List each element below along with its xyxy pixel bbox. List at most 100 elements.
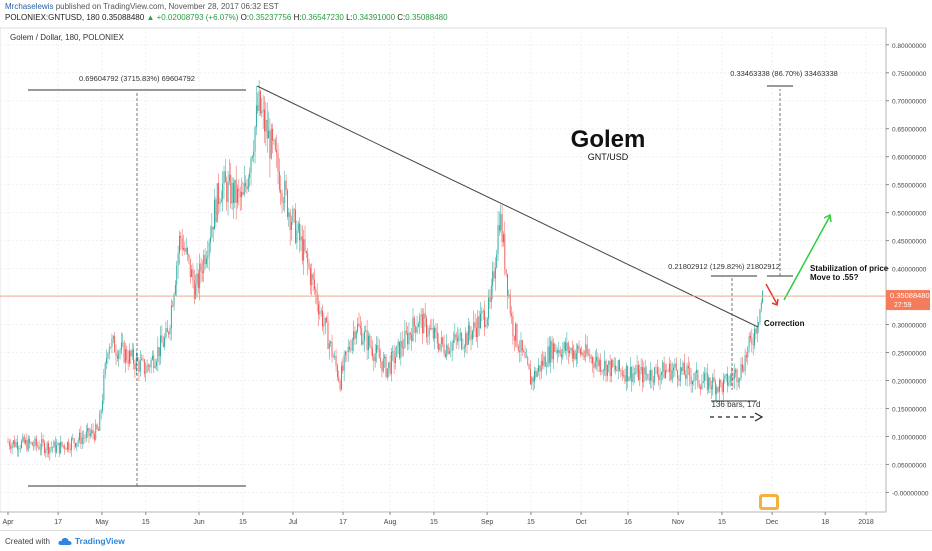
- candle-body: [301, 236, 303, 261]
- candle-body: [701, 383, 703, 390]
- y-tick-label: 0.45000000: [892, 239, 927, 246]
- price-chart[interactable]: -0.00000000 0.05000000 0.10000000 0.1500000…: [0, 24, 932, 530]
- candle-body: [79, 432, 80, 441]
- candle-body: [702, 380, 704, 384]
- candle-body: [736, 369, 738, 383]
- candle-body: [300, 236, 302, 241]
- low-value: 0.34391000: [352, 13, 396, 22]
- candle-body: [297, 223, 299, 231]
- x-tick-label: Sep: [481, 519, 494, 526]
- candle-body: [382, 358, 384, 372]
- candle-body: [21, 441, 22, 448]
- candle-body: [613, 365, 615, 367]
- candle-body: [305, 250, 307, 254]
- candle-body: [440, 337, 442, 344]
- x-tick-label: Nov: [672, 519, 685, 526]
- candle-body: [547, 346, 549, 367]
- created-with-text: Created with: [5, 536, 50, 546]
- candle-body: [187, 248, 188, 255]
- candle-body: [579, 348, 581, 355]
- candle-body: [539, 365, 541, 372]
- candle-body: [84, 437, 86, 439]
- candle-body: [606, 364, 608, 376]
- candle-body: [156, 361, 157, 366]
- event-marker-icon[interactable]: [759, 494, 779, 510]
- candle-body: [528, 364, 530, 370]
- candle-body: [222, 183, 224, 200]
- candle-body: [71, 438, 72, 450]
- candle-body: [492, 271, 494, 286]
- high-label: H:: [293, 13, 302, 22]
- candle-body: [498, 225, 500, 231]
- candle-body: [25, 440, 26, 444]
- candle-body: [600, 360, 602, 372]
- candle-body: [616, 370, 618, 372]
- candle-body: [143, 359, 145, 374]
- candle-body: [438, 343, 440, 351]
- y-tick-label: 0.75000000: [892, 71, 927, 78]
- candle-body: [687, 365, 689, 368]
- candle-body: [739, 377, 741, 381]
- candle-body: [260, 91, 261, 114]
- candle-body: [694, 372, 696, 381]
- x-axis[interactable]: Apr 17 May 15 Jun 15 Jul 17 Aug 15 Sep 15 Oct 16 Nov 15…: [0, 511, 886, 526]
- candle-body: [636, 364, 638, 374]
- candle-body: [673, 367, 674, 371]
- candle-body: [345, 351, 346, 356]
- candle-body: [372, 348, 373, 357]
- candle-body: [620, 369, 622, 372]
- candle-body: [242, 191, 244, 195]
- candle-body: [449, 351, 450, 354]
- candle-body: [361, 328, 363, 345]
- candle-body: [158, 347, 160, 357]
- trend-line[interactable]: [256, 85, 759, 328]
- bars-range-label: 136 bars, 17d: [712, 400, 761, 409]
- candle-body: [400, 340, 402, 358]
- candle-body: [480, 313, 481, 329]
- candle-body: [621, 371, 623, 376]
- plot-area: [0, 27, 887, 513]
- candle-body: [704, 373, 706, 381]
- candle-body: [679, 367, 681, 381]
- candle-body: [42, 439, 44, 443]
- candle-body: [536, 371, 538, 377]
- candle-body: [728, 382, 730, 386]
- candle-body: [54, 441, 56, 453]
- candle-body: [201, 271, 203, 273]
- candle-body: [335, 356, 337, 366]
- candle-body: [247, 177, 249, 190]
- candle-body: [312, 274, 314, 280]
- candle-body: [149, 366, 151, 368]
- candle-body: [296, 230, 298, 243]
- candle-body: [758, 322, 760, 327]
- candle-body: [309, 268, 311, 286]
- author-link[interactable]: Mrchaselewis: [5, 2, 54, 11]
- candle-body: [197, 273, 199, 289]
- y-axis[interactable]: -0.00000000 0.05000000 0.10000000 0.1500000…: [885, 28, 929, 512]
- candle-body: [38, 446, 40, 450]
- y-tick-label: 0.30000000: [892, 323, 927, 330]
- candle-body: [611, 360, 612, 376]
- candle-body: [542, 360, 544, 366]
- candle-body: [315, 289, 317, 293]
- candle-body: [122, 342, 124, 343]
- candle-body: [160, 335, 161, 357]
- candle-body: [380, 358, 382, 362]
- candle-body: [586, 344, 588, 354]
- candle-body: [365, 330, 367, 332]
- candle-body: [597, 356, 599, 367]
- candle-body: [723, 379, 724, 393]
- candle-body: [53, 441, 55, 448]
- candle-body: [115, 352, 117, 356]
- candle-body: [666, 370, 668, 371]
- candle-body: [427, 335, 429, 337]
- tradingview-logo[interactable]: TradingView: [58, 536, 125, 546]
- candle-body: [554, 343, 556, 352]
- y-tick-label: 0.55000000: [892, 183, 927, 190]
- candle-body: [608, 360, 610, 365]
- x-tick-label: 15: [430, 519, 438, 526]
- candle-body: [444, 353, 446, 357]
- candle-body: [392, 351, 394, 352]
- candle-body: [45, 450, 47, 454]
- candle-body: [269, 130, 271, 159]
